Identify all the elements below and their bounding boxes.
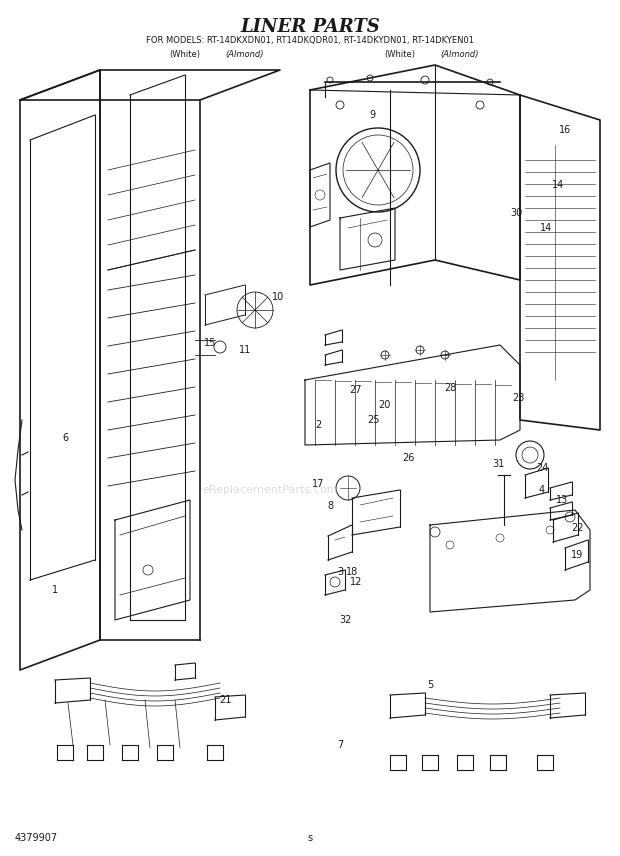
Text: 30: 30 — [510, 208, 522, 218]
Text: 20: 20 — [378, 400, 390, 410]
Text: FOR MODELS: RT-14DKXDN01, RT14DKQDR01, RT-14DKYDN01, RT-14DKYEN01: FOR MODELS: RT-14DKXDN01, RT14DKQDR01, R… — [146, 36, 474, 45]
Text: 2: 2 — [315, 420, 321, 430]
Text: 4379907: 4379907 — [15, 833, 58, 843]
Text: 23: 23 — [512, 393, 524, 403]
Text: 18: 18 — [346, 567, 358, 577]
Text: 7: 7 — [337, 740, 343, 750]
Text: 19: 19 — [571, 550, 583, 560]
Text: eReplacementParts.com: eReplacementParts.com — [202, 485, 338, 495]
Text: 27: 27 — [350, 385, 362, 395]
Text: 11: 11 — [239, 345, 251, 355]
Text: 26: 26 — [402, 453, 414, 463]
Text: 21: 21 — [219, 695, 231, 705]
Text: 15: 15 — [204, 338, 216, 348]
Text: 31: 31 — [492, 459, 504, 469]
Text: 24: 24 — [536, 463, 548, 473]
Text: 22: 22 — [571, 523, 583, 533]
Text: 14: 14 — [552, 180, 564, 190]
Text: 5: 5 — [427, 680, 433, 690]
Text: 17: 17 — [312, 479, 324, 489]
Text: 32: 32 — [339, 615, 351, 625]
Text: 3: 3 — [337, 567, 343, 577]
Text: (White): (White) — [169, 50, 200, 59]
Text: 9: 9 — [369, 110, 375, 120]
Text: LINER PARTS: LINER PARTS — [240, 18, 380, 36]
Text: s: s — [308, 833, 312, 843]
Text: 4: 4 — [539, 485, 545, 495]
Text: 14: 14 — [540, 223, 552, 233]
Text: (White): (White) — [384, 50, 415, 59]
Text: 25: 25 — [368, 415, 380, 425]
Text: 16: 16 — [559, 125, 571, 135]
Text: 12: 12 — [350, 577, 362, 587]
Text: 13: 13 — [556, 495, 568, 505]
Text: 1: 1 — [52, 585, 58, 595]
Text: (Almond): (Almond) — [226, 50, 264, 59]
Text: 6: 6 — [62, 433, 68, 443]
Text: (Almond): (Almond) — [441, 50, 479, 59]
Text: 28: 28 — [444, 383, 456, 393]
Text: 8: 8 — [327, 501, 333, 511]
Text: 10: 10 — [272, 292, 284, 302]
